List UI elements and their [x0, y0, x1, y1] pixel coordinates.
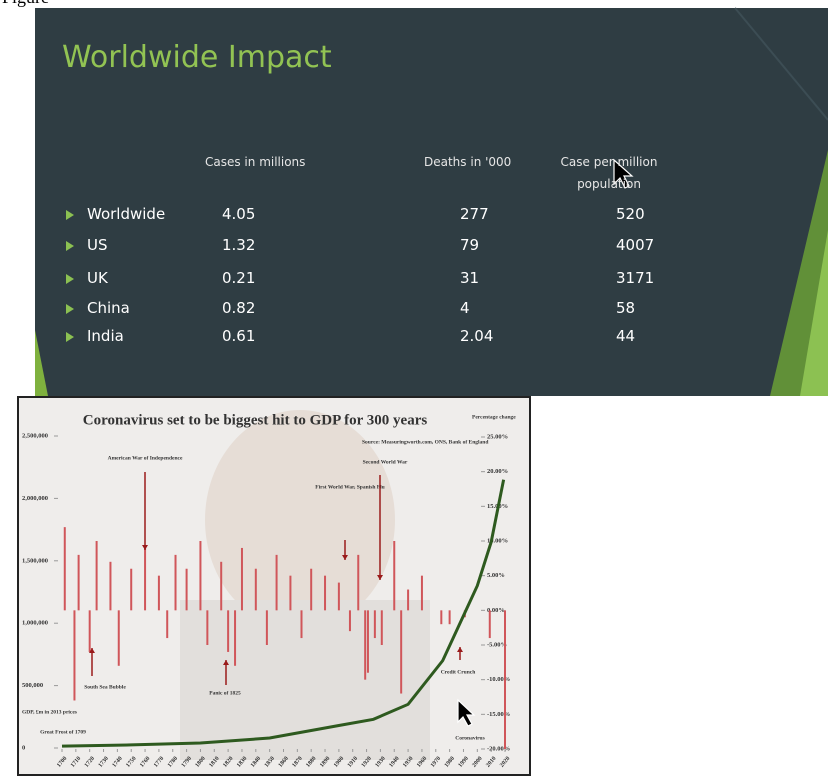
table-cell: 4 — [460, 299, 470, 317]
bar — [64, 527, 66, 610]
annotation: Credit Crunch — [441, 669, 476, 675]
annotation: South Sea Bubble — [84, 684, 126, 690]
y-tick-label: 0 — [22, 744, 25, 751]
bar — [130, 569, 132, 611]
table-cell: 277 — [460, 205, 489, 223]
bar — [109, 562, 111, 611]
annotation: Great Frost of 1709 — [40, 729, 86, 735]
bar — [144, 548, 146, 610]
bar — [199, 541, 201, 610]
y-tick-label: 2,500,000 — [22, 432, 48, 439]
annotation: Panic of 1825 — [209, 690, 241, 696]
table-cell: 0.82 — [222, 299, 255, 317]
table-cell: 44 — [616, 327, 635, 345]
bar — [78, 555, 80, 610]
annotation: Coronavirus — [455, 735, 485, 741]
annotation: First World War, Spanish Flu — [315, 484, 384, 490]
bar — [73, 610, 75, 700]
table-cell: 4.05 — [222, 205, 255, 223]
bar — [338, 583, 340, 611]
caption: Figure — [2, 0, 49, 8]
table-cell: 0.61 — [222, 327, 255, 345]
y2-tick-label: -10.00% — [487, 676, 510, 683]
bar — [186, 569, 188, 611]
bar — [364, 610, 366, 679]
bar — [300, 610, 302, 638]
bar — [206, 610, 208, 645]
bar — [89, 610, 91, 652]
bar — [220, 562, 222, 611]
y2-tick-label: 25.00% — [487, 433, 508, 440]
artwork: Coronavirus set to be biggest hit to GDP… — [0, 0, 828, 781]
chart-source: Source: Measuringworth.com, ONS, Bank of… — [362, 439, 488, 445]
row-label: UK — [87, 269, 108, 287]
bar — [367, 610, 369, 672]
table-cell: 1.32 — [222, 236, 255, 254]
table-cell: 4007 — [616, 236, 654, 254]
table-cell: 2.04 — [460, 327, 493, 345]
bar — [400, 610, 402, 693]
bar — [440, 610, 442, 624]
bar — [421, 576, 423, 611]
bar — [276, 555, 278, 610]
row-label: China — [87, 299, 130, 317]
bar — [374, 610, 376, 638]
column-header: Deaths in '000 — [424, 155, 511, 169]
bar — [118, 610, 120, 665]
bar — [289, 576, 291, 611]
annotation: Second World War — [363, 459, 408, 465]
y2-tick-label: 5.00% — [487, 572, 505, 579]
table-cell: 31 — [460, 269, 479, 287]
bar — [407, 590, 409, 611]
chart-title: Coronavirus set to be biggest hit to GDP… — [83, 412, 428, 428]
bar — [255, 569, 257, 611]
bar — [393, 541, 395, 610]
bar — [324, 576, 326, 611]
bar — [158, 576, 160, 611]
table-cell: 520 — [616, 205, 645, 223]
bar — [489, 610, 491, 638]
table-cell: 79 — [460, 236, 479, 254]
bar — [310, 569, 312, 611]
table-cell: 0.21 — [222, 269, 255, 287]
bar — [449, 610, 451, 624]
bar — [381, 610, 383, 645]
bar — [96, 541, 98, 610]
table-cell: 58 — [616, 299, 635, 317]
bar — [504, 610, 506, 749]
bar — [241, 548, 243, 610]
bar — [266, 610, 268, 645]
y-axis-label: GDP, £m in 2013 prices — [22, 709, 77, 715]
table-cell: 3171 — [616, 269, 654, 287]
y-tick-label: 500,000 — [22, 682, 43, 689]
bar — [349, 610, 351, 631]
bar — [234, 610, 236, 665]
row-label: Worldwide — [87, 205, 165, 223]
slide-title: Worldwide Impact — [62, 40, 332, 75]
y2-tick-label: -20.00% — [487, 745, 510, 752]
bar — [227, 610, 229, 652]
y2-tick-label: 20.00% — [487, 468, 508, 475]
bar — [357, 555, 359, 610]
y-tick-label: 1,000,000 — [22, 620, 48, 627]
row-label: US — [87, 236, 108, 254]
row-label: India — [87, 327, 124, 345]
bar — [175, 555, 177, 610]
annotation: American War of Independence — [108, 455, 183, 461]
bar — [166, 610, 168, 638]
column-header: Cases in millions — [205, 155, 305, 169]
column-header: Case per million population — [555, 151, 663, 195]
photo-background — [180, 600, 430, 760]
y2-axis-label: Percentage change — [472, 414, 516, 420]
y-tick-label: 2,000,000 — [22, 495, 48, 502]
page: Coronavirus set to be biggest hit to GDP… — [0, 0, 828, 781]
y2-tick-label: -15.00% — [487, 711, 510, 718]
y-tick-label: 1,500,000 — [22, 557, 48, 564]
